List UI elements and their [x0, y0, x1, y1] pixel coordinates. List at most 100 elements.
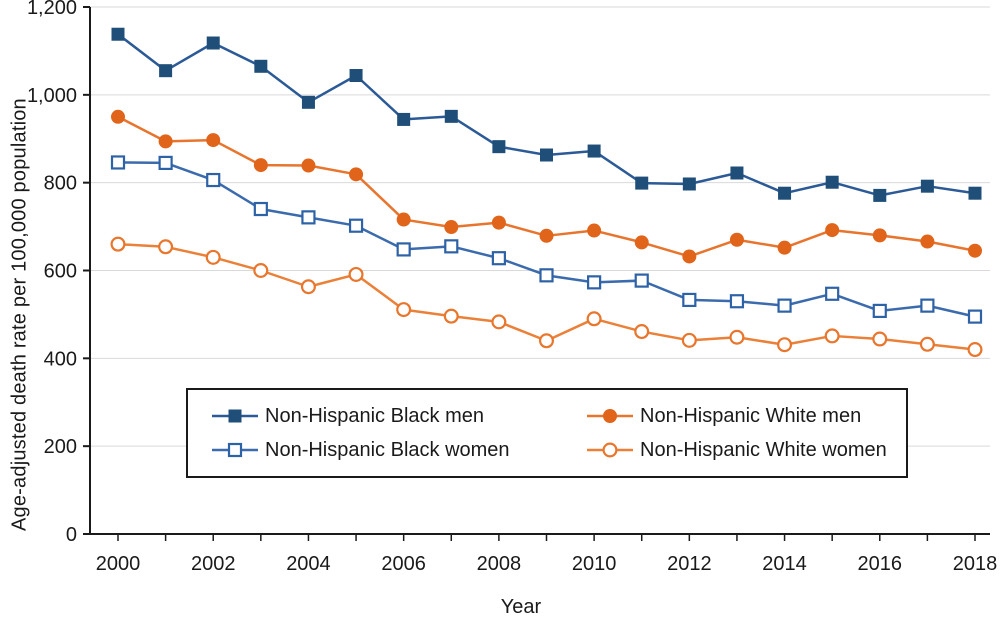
data-point-marker: [110, 236, 126, 252]
x-tick-label: 2008: [477, 553, 522, 575]
data-point-marker: [491, 251, 506, 266]
data-point-marker: [729, 329, 745, 345]
data-point-marker: [681, 332, 697, 348]
data-point-marker: [111, 109, 125, 124]
data-point-marker: [587, 275, 602, 290]
y-tick-label: 400: [44, 348, 77, 370]
x-tick-label: 2014: [762, 553, 807, 575]
data-point-marker: [349, 167, 364, 182]
legend-marker-circle-filled-icon: [587, 407, 633, 425]
data-point-marker: [824, 328, 840, 344]
legend-marker-square-open-icon: [212, 441, 258, 459]
series-line: [117, 33, 976, 197]
legend-label-nh-black-men: Non-Hispanic Black men: [265, 404, 484, 427]
data-point-marker: [111, 27, 125, 41]
data-point-marker: [205, 249, 221, 265]
y-tick-label: 600: [44, 261, 77, 283]
data-point-marker: [919, 336, 935, 352]
legend-item-nh-black-women: Non-Hispanic Black women: [212, 439, 587, 462]
data-point-marker: [825, 223, 840, 238]
x-tick-label: 2012: [667, 553, 712, 575]
data-point-marker: [634, 235, 649, 250]
data-point-marker: [300, 279, 316, 295]
data-point-marker: [253, 158, 268, 173]
data-point-marker: [682, 292, 697, 308]
data-point-marker: [253, 263, 269, 279]
legend: Non-Hispanic Black men Non-Hispanic Whit…: [186, 388, 908, 478]
data-point-marker: [968, 186, 982, 200]
data-point-marker: [920, 298, 935, 313]
data-point-marker: [967, 309, 983, 324]
y-tick-label: 1,200: [27, 0, 77, 19]
data-point-marker: [825, 286, 840, 301]
data-point-marker: [396, 212, 411, 227]
data-point-marker: [397, 112, 411, 126]
data-point-marker: [444, 239, 459, 254]
data-point-marker: [729, 294, 745, 309]
data-point-marker: [492, 140, 506, 154]
data-point-marker: [348, 266, 364, 282]
data-point-marker: [254, 59, 268, 73]
data-point-marker: [920, 234, 935, 249]
y-tick-label: 800: [44, 173, 77, 195]
data-point-marker: [206, 36, 220, 50]
series-non-hispanic-black-men: [111, 27, 982, 202]
data-point-marker: [586, 311, 602, 327]
y-tick-labels: 0 200 400 600 800 1,000 1,200: [27, 0, 77, 546]
data-point-marker: [873, 188, 887, 202]
data-point-marker: [682, 177, 696, 191]
data-point-marker: [396, 302, 412, 318]
x-tick-label: 2006: [381, 553, 426, 575]
data-point-marker: [301, 158, 316, 173]
data-point-marker: [159, 64, 173, 78]
legend-marker-circle-open-icon: [587, 441, 633, 459]
data-point-marker: [730, 166, 744, 180]
data-point-marker: [539, 228, 554, 243]
data-point-marker: [158, 134, 173, 149]
gridlines: [90, 6, 990, 447]
data-point-marker: [729, 232, 744, 247]
data-point-marker: [158, 239, 174, 255]
legend-marker-square-filled-icon: [212, 407, 258, 425]
series-non-hispanic-black-women: [110, 155, 983, 324]
data-point-marker: [872, 228, 887, 243]
data-point-marker: [682, 249, 697, 264]
data-point-marker: [778, 186, 792, 200]
data-point-marker: [253, 201, 268, 217]
data-point-marker: [587, 223, 602, 238]
x-tick-label: 2000: [96, 553, 141, 575]
legend-item-nh-black-men: Non-Hispanic Black men: [212, 405, 587, 428]
data-point-marker: [444, 109, 458, 123]
data-point-marker: [634, 324, 650, 340]
data-point-marker: [777, 337, 793, 353]
x-tick-label: 2010: [572, 553, 617, 575]
data-point-marker: [491, 215, 506, 230]
data-point-marker: [538, 333, 554, 349]
legend-label-nh-black-women: Non-Hispanic Black women: [265, 438, 510, 461]
data-point-marker: [491, 314, 507, 330]
axes: [83, 6, 990, 541]
y-tick-label: 200: [44, 436, 77, 458]
data-point-marker: [872, 331, 888, 347]
data-point-marker: [158, 155, 173, 171]
data-point-marker: [228, 409, 242, 423]
data-point-marker: [396, 242, 411, 257]
x-tick-labels: 2000 2002 2004 2006 2008 2010 2012 2014 2016 2018: [96, 553, 998, 575]
series-non-hispanic-white-women: [110, 236, 983, 358]
y-tick-label: 1,000: [27, 85, 77, 107]
data-point-marker: [206, 133, 221, 148]
x-tick-label: 2004: [286, 553, 331, 575]
data-point-marker: [540, 148, 553, 162]
x-axis-title: Year: [500, 596, 542, 618]
x-tick-label: 2018: [953, 553, 998, 575]
x-tick-label: 2002: [191, 553, 236, 575]
data-point-marker: [206, 172, 221, 188]
data-point-marker: [603, 409, 617, 423]
y-axis-title: Age-adjusted death rate per 100,000 popu…: [8, 98, 31, 532]
data-point-marker: [301, 210, 316, 225]
data-point-marker: [348, 218, 364, 233]
data-point-marker: [825, 175, 839, 189]
legend-label-nh-white-men: Non-Hispanic White men: [640, 404, 862, 427]
data-point-marker: [920, 179, 934, 193]
